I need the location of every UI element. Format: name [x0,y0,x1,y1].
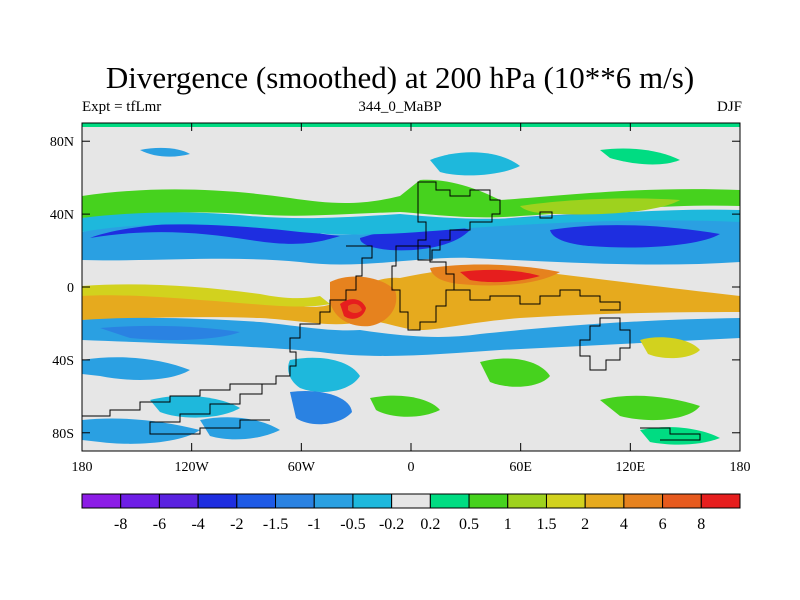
outline-europe-asia [417,181,501,261]
field-arctic-blue [140,147,190,157]
field-eq-red-core [460,269,540,283]
colorbar: -8 -6 -4 -2 -1.5 -1 -0.5 -0.2 0.2 0.5 1 1.5 2 4 6 8 [81,493,741,533]
field-arctic-cyan [430,152,520,176]
field-antarctic-blue [82,418,200,444]
field-sh-blue-3 [82,357,190,380]
field-nh-cyan-band [82,209,740,235]
field-sh-green-2 [600,395,700,421]
colorbar-swatch [197,493,238,509]
field-eq-warm-band [82,267,740,330]
field-arctic-green [600,148,680,165]
x-tick-label: 180 [730,460,751,475]
colorbar-swatch [158,493,199,509]
colorbar-label: -1 [308,516,321,533]
field-sh-green-3 [370,395,440,417]
colorbar-label: -0.2 [379,516,404,533]
field-sh-blue-dark [100,325,240,340]
outline-south-america [262,245,373,385]
y-tick-label: 0 [67,281,74,296]
colorbar-label: 1 [504,516,512,533]
colorbar-swatch [120,493,160,509]
colorbar-label: 6 [659,516,667,533]
colorbar-label: -1.5 [263,516,288,533]
season-label: DJF [716,99,742,115]
x-tick-label: 60W [288,460,316,475]
x-tick-label: 120E [616,460,646,475]
experiment-label: Expt = tfLmr [82,99,162,115]
colorbar-label: -8 [114,516,127,533]
field-sh-cyan-2 [150,395,240,418]
colorbar-label: 8 [697,516,705,533]
colorbar-swatch [545,493,586,509]
outline-australia [579,317,631,371]
colorbar-label: -2 [230,516,243,533]
x-axis-ticks: 180 120W 60W 0 60E 120E 180 [72,123,751,475]
run-label: 344_0_MaBP [358,99,442,115]
colorbar-label: -0.5 [340,516,365,533]
x-tick-label: 0 [408,460,415,475]
colorbar-label: 0.2 [420,516,440,533]
colorbar-swatch [352,493,393,509]
y-tick-label: 80S [52,427,74,442]
outline-antarctica-shelf [82,383,270,435]
colorbar-swatch [429,493,470,509]
colorbar-swatch [468,493,509,509]
field-sh-blue-2 [290,390,352,425]
x-tick-label: 120W [175,460,210,475]
outline-africa [391,245,455,331]
field-eq-yellow-edge [82,284,330,307]
y-tick-label: 40S [52,354,74,369]
x-tick-label: 180 [72,460,93,475]
colorbar-label: 1.5 [536,516,556,533]
colorbar-label: -4 [191,516,204,533]
field-sh-green-1 [480,358,550,387]
outline-india-seasia [454,289,621,311]
field-nh-dark-blue-3 [550,225,720,248]
y-tick-label: 80N [50,135,74,150]
colorbar-swatch [507,493,547,509]
colorbar-swatch [662,493,702,509]
colorbar-swatch [584,493,625,509]
map-title: Divergence (smoothed) at 200 hPa (10**6 … [105,60,695,95]
field-sh-blue-belt [82,317,740,356]
y-axis-ticks: 80N 40N 0 40S 80S [50,135,740,442]
continent-outlines [82,181,701,441]
colorbar-swatch [391,493,431,509]
x-tick-label: 60E [509,460,532,475]
colorbar-swatch [313,493,354,509]
outline-antarctica-east [640,427,701,441]
colorbar-label: 0.5 [459,516,479,533]
field-sh-yellow-1 [640,337,700,359]
outline-north-polar [539,211,553,219]
colorbar-swatch [81,493,122,509]
y-tick-label: 40N [50,208,74,223]
colorbar-swatch [700,493,741,509]
field-nh-yellow-patch [520,198,680,215]
colorbar-label: -6 [153,516,166,533]
colorbar-label: 4 [620,516,628,533]
field-atlantic-darkred [348,303,362,313]
field-sh-cyan-1 [288,357,360,392]
colorbar-swatch [275,493,315,509]
colorbar-swatch [623,493,664,509]
colorbar-label: 2 [581,516,589,533]
colorbar-swatch [236,493,277,509]
